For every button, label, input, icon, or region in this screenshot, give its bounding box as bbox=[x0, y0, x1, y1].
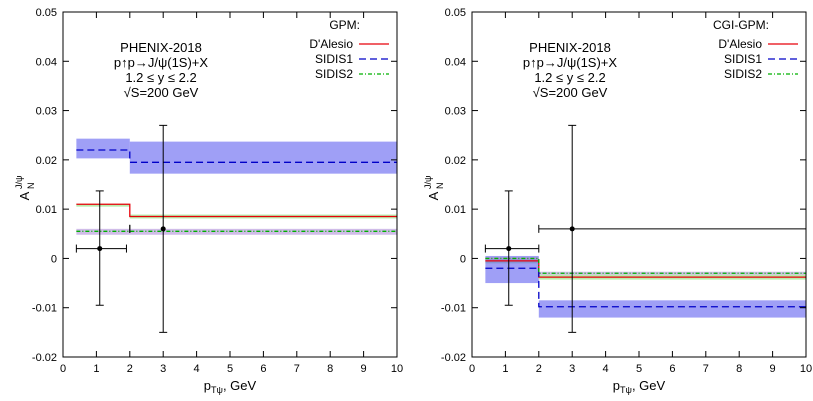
series-line-sidis1 bbox=[76, 149, 397, 163]
data-point-1 bbox=[484, 190, 540, 306]
y-tick-label: -0.01 bbox=[441, 303, 466, 315]
chart-panel-1: 0 1 2 3 4 5 6 7 8 9 10 -0.02 -0.01 0 0.01 0.02 0.03 0.04 0… bbox=[14, 7, 403, 395]
annotation-line-1: PHENIX-2018 bbox=[120, 40, 202, 55]
band-sidis2-bin-1 bbox=[485, 256, 539, 261]
series-line-sidis1 bbox=[485, 267, 806, 308]
legend-label-sidis1: SIDIS1 bbox=[724, 52, 762, 66]
legend-title: GPM: bbox=[329, 18, 360, 32]
y-tick-label: 0.01 bbox=[36, 204, 57, 216]
x-axis-label: pTψ, GeV bbox=[204, 378, 257, 395]
y-axis-label: ANJ/ψ bbox=[14, 176, 36, 201]
legend-label-dalesio: D'Alesio bbox=[309, 37, 353, 51]
annotation-line-3: 1.2 ≤ y ≤ 2.2 bbox=[534, 70, 605, 85]
y-tick-label: 0.04 bbox=[445, 56, 466, 68]
x-tick-label: 7 bbox=[294, 363, 300, 375]
band-dalesio-bin-1 bbox=[76, 203, 130, 207]
plot-area bbox=[484, 124, 806, 333]
data-point-2 bbox=[129, 124, 168, 333]
annotation-line-4: √S=200 GeV bbox=[124, 85, 199, 100]
legend-label-dalesio: D'Alesio bbox=[718, 37, 762, 51]
x-axis-label: pTψ, GeV bbox=[613, 378, 666, 395]
x-tick-label: 10 bbox=[800, 363, 812, 375]
annotation-line-2: p↑p→J/ψ(1S)+X bbox=[114, 55, 208, 70]
y-tick-label: 0.01 bbox=[445, 204, 466, 216]
plot-area bbox=[75, 124, 397, 333]
y-tick-label: 0 bbox=[51, 253, 57, 265]
y-tick-label: 0.04 bbox=[36, 56, 57, 68]
legend-label-sidis2: SIDIS2 bbox=[315, 67, 353, 81]
x-tick-label: 1 bbox=[93, 363, 99, 375]
x-tick-label: 10 bbox=[391, 363, 403, 375]
annotation-line-4: √S=200 GeV bbox=[533, 85, 608, 100]
legend-title: CGI-GPM: bbox=[713, 18, 769, 32]
x-tick-label: 6 bbox=[260, 363, 266, 375]
series-line-sidis2 bbox=[485, 257, 806, 274]
y-axis-label-sub: N bbox=[435, 183, 445, 190]
x-tick-label: 5 bbox=[227, 363, 233, 375]
y-axis-label-main: A bbox=[426, 191, 441, 200]
data-marker bbox=[160, 226, 166, 232]
band-sidis1-bin-2 bbox=[538, 300, 806, 318]
data-point-2 bbox=[538, 124, 806, 333]
x-tick-label: 8 bbox=[736, 363, 742, 375]
y-tick-label: -0.02 bbox=[441, 352, 466, 364]
x-tick-label: 4 bbox=[603, 363, 609, 375]
x-tick-label: 0 bbox=[469, 363, 475, 375]
x-tick-label: 3 bbox=[569, 363, 575, 375]
x-tick-label: 9 bbox=[361, 363, 367, 375]
data-marker bbox=[569, 226, 575, 232]
y-axis-label-sup: J/ψ bbox=[423, 176, 433, 189]
x-tick-label: 7 bbox=[703, 363, 709, 375]
y-tick-label: 0 bbox=[460, 253, 466, 265]
y-tick-label: -0.02 bbox=[32, 352, 57, 364]
x-tick-label: 3 bbox=[160, 363, 166, 375]
chart-panel-2: 0 1 2 3 4 5 6 7 8 9 10 -0.02 -0.01 0 0.01 0.02 0.03 0.04 0… bbox=[423, 7, 812, 395]
data-marker bbox=[97, 246, 103, 252]
y-tick-label: 0.05 bbox=[445, 7, 466, 19]
annotation-line-2: p↑p→J/ψ(1S)+X bbox=[523, 55, 617, 70]
data-point-1 bbox=[75, 190, 127, 306]
series-line-dalesio bbox=[76, 203, 397, 218]
x-tick-label: 8 bbox=[327, 363, 333, 375]
annotation-line-1: PHENIX-2018 bbox=[529, 40, 611, 55]
y-tick-label: 0.03 bbox=[36, 106, 57, 118]
band-sidis2-bin-1 bbox=[76, 228, 130, 235]
x-tick-label: 0 bbox=[60, 363, 66, 375]
y-tick-label: -0.01 bbox=[32, 303, 57, 315]
annotation-line-3: 1.2 ≤ y ≤ 2.2 bbox=[125, 70, 196, 85]
band-sidis2-bin-2 bbox=[129, 228, 397, 235]
x-tick-label: 2 bbox=[127, 363, 133, 375]
x-tick-label: 5 bbox=[636, 363, 642, 375]
y-tick-label: 0.05 bbox=[36, 7, 57, 19]
band-sidis1-bin-2 bbox=[129, 141, 397, 174]
x-tick-label: 4 bbox=[194, 363, 200, 375]
x-tick-label: 2 bbox=[536, 363, 542, 375]
y-tick-label: 0.03 bbox=[445, 106, 466, 118]
data-marker bbox=[506, 246, 512, 252]
legend-label-sidis2: SIDIS2 bbox=[724, 67, 762, 81]
y-axis-label: ANJ/ψ bbox=[423, 176, 445, 201]
y-axis-label-main: A bbox=[17, 191, 32, 200]
x-tick-label: 9 bbox=[770, 363, 776, 375]
x-tick-label: 6 bbox=[669, 363, 675, 375]
legend-label-sidis1: SIDIS1 bbox=[315, 52, 353, 66]
y-tick-label: 0.02 bbox=[36, 155, 57, 167]
y-tick-label: 0.02 bbox=[445, 155, 466, 167]
band-sidis1-bin-1 bbox=[76, 138, 130, 159]
x-tick-label: 1 bbox=[502, 363, 508, 375]
y-axis-label-sub: N bbox=[26, 183, 36, 190]
y-axis-label-sup: J/ψ bbox=[14, 176, 24, 189]
